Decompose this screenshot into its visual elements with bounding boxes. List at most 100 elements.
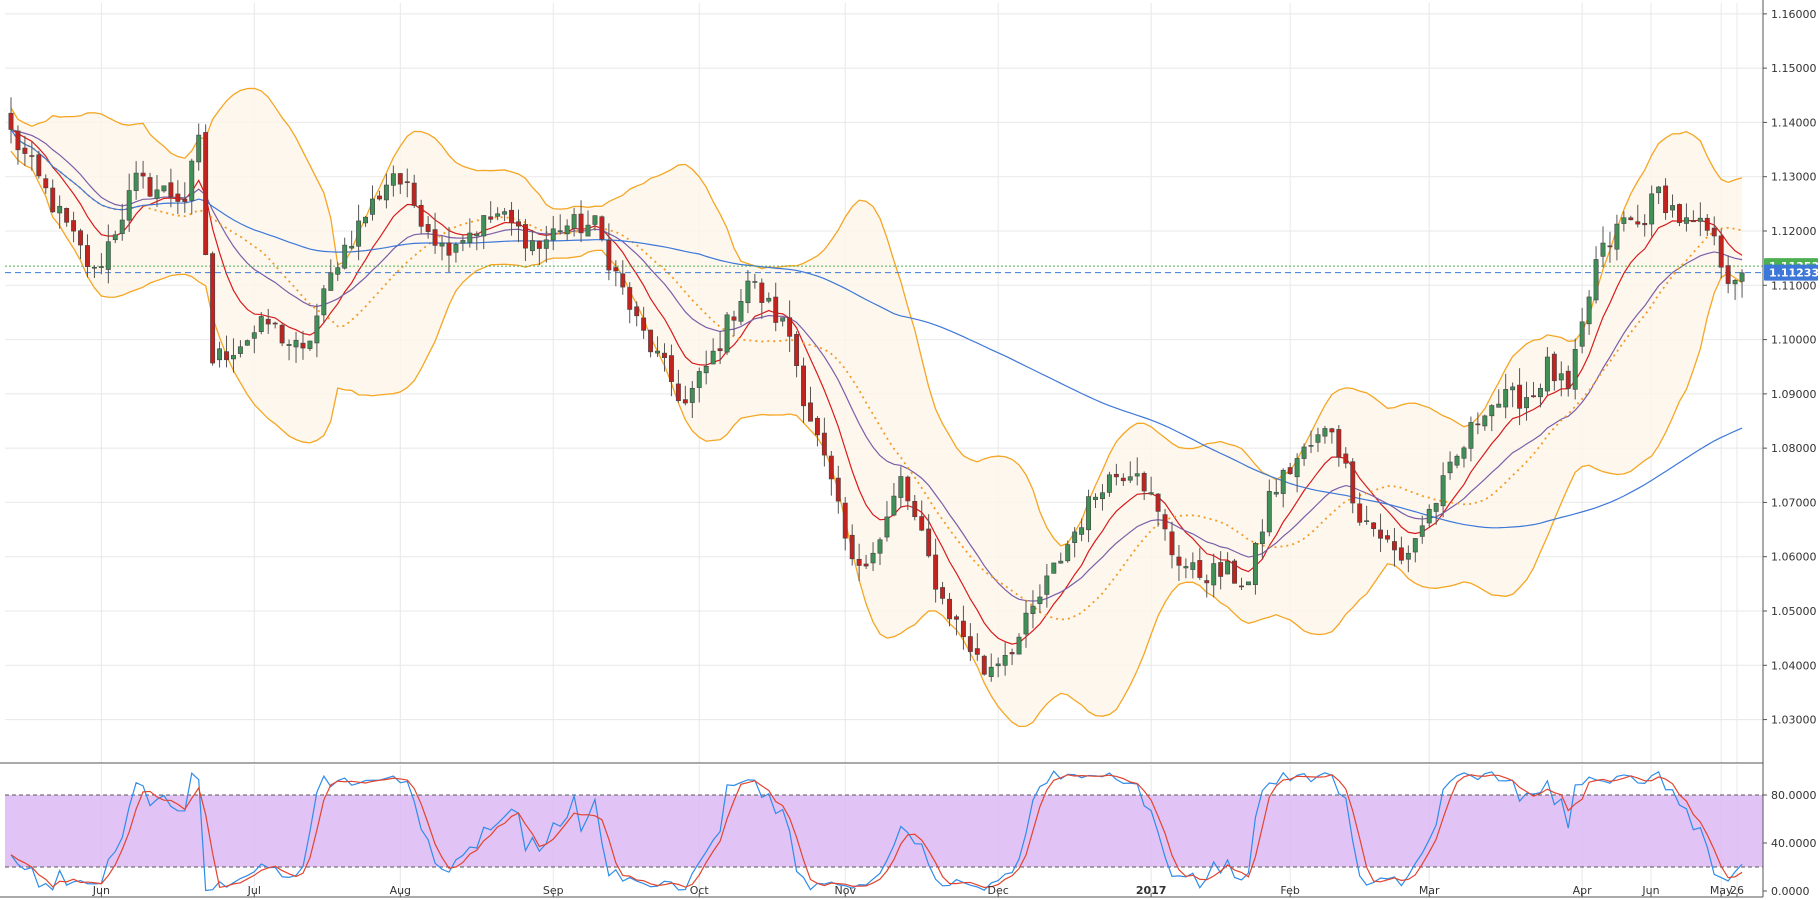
candle-body — [210, 253, 216, 364]
candle-body — [1697, 217, 1703, 222]
candle-body — [509, 209, 514, 224]
candle-body — [1475, 423, 1481, 426]
candle-body — [196, 134, 202, 163]
time-tick-label: Dec — [988, 884, 1009, 897]
candle-body — [731, 316, 737, 321]
candle-body — [814, 417, 820, 436]
candle-body — [98, 266, 104, 268]
candle-body — [1677, 204, 1682, 223]
candle-body — [432, 229, 438, 246]
candle-body — [849, 534, 855, 560]
price-tick-label: 1.10000 — [1771, 334, 1817, 347]
candle-body — [1093, 496, 1098, 500]
candle-body — [57, 205, 63, 214]
candle-body — [1704, 217, 1710, 231]
candle-body — [1294, 458, 1300, 478]
candle-body — [377, 195, 382, 200]
time-tick-label: Mar — [1419, 884, 1440, 897]
candle-body — [1176, 556, 1182, 566]
price-tick-label: 1.16000 — [1771, 8, 1817, 21]
moving-averages — [10, 128, 1743, 645]
candle-body — [1440, 475, 1446, 507]
candle-body — [1579, 321, 1585, 347]
ma-sma-100 — [10, 129, 1743, 529]
candle-body — [383, 184, 389, 201]
candle-body — [1454, 455, 1460, 466]
time-tick-label: Apr — [1573, 884, 1593, 897]
candle-body — [1468, 422, 1474, 449]
candle-body — [522, 224, 528, 249]
candle-body — [1586, 296, 1592, 325]
candle-body — [91, 266, 97, 269]
candle-body — [662, 352, 667, 359]
time-tick-label: Aug — [390, 884, 411, 897]
candle-body — [842, 502, 848, 539]
candle-body — [189, 160, 195, 201]
candle-body — [828, 455, 834, 480]
candle-body — [439, 242, 445, 247]
candle-body — [1113, 473, 1119, 478]
candle-body — [529, 240, 535, 252]
candle-body — [634, 306, 640, 317]
candle-body — [1183, 566, 1189, 569]
candle-body — [1148, 492, 1154, 495]
candle-body — [564, 225, 570, 235]
candle-body — [1482, 415, 1488, 427]
candle-body — [349, 246, 355, 249]
candle-body — [1065, 544, 1071, 562]
time-tick-label: Sep — [543, 884, 564, 897]
candle-body — [1051, 562, 1057, 574]
candle-body — [1378, 529, 1383, 539]
candle-body — [140, 172, 146, 177]
candle-body — [1690, 220, 1696, 223]
candle-body — [231, 355, 236, 360]
candle-body — [15, 130, 21, 151]
candle-body — [404, 181, 410, 183]
candle-body — [898, 476, 904, 498]
candle-body — [675, 383, 681, 401]
time-tick-label: Nov — [835, 884, 857, 897]
candle-body — [50, 187, 56, 213]
candle-body — [689, 387, 695, 403]
candle-body — [342, 244, 348, 269]
candle-body — [1308, 445, 1314, 447]
candle-body — [453, 244, 459, 253]
candle-body — [1670, 205, 1675, 211]
candle-body — [891, 495, 897, 516]
candle-body — [224, 351, 229, 361]
candle-body — [502, 211, 508, 215]
candle-body — [1398, 547, 1404, 561]
candle-body — [78, 230, 83, 246]
candlesticks[interactable] — [8, 97, 1745, 682]
price-axis: 1.03000 1.04000 1.05000 1.06000 1.07000 1.080… — [1763, 8, 1817, 727]
candle-body — [919, 516, 925, 531]
candle-body — [356, 220, 362, 247]
candle-body — [1190, 562, 1196, 570]
candle-body — [856, 558, 862, 566]
stochastic-tick-label: 40.0000 — [1771, 837, 1817, 850]
candle-body — [1037, 596, 1043, 604]
candle-body — [801, 365, 806, 407]
candle-body — [1447, 461, 1453, 474]
candle-body — [1649, 193, 1655, 225]
candle-body — [258, 316, 264, 332]
candle-body — [217, 348, 223, 361]
candle-body — [85, 245, 90, 267]
price-tag-1.11233 — [1764, 264, 1818, 281]
candle-body — [724, 314, 730, 353]
candle-body — [1155, 493, 1161, 512]
candle-body — [1079, 527, 1085, 535]
stochastic-k — [10, 770, 1743, 892]
candle-body — [1558, 373, 1564, 381]
candle-body — [752, 281, 758, 283]
candle-body — [682, 399, 688, 404]
price-tick-label: 1.13000 — [1771, 171, 1817, 184]
candle-body — [1016, 636, 1022, 655]
candle-body — [613, 267, 619, 272]
candle-body — [981, 655, 987, 675]
candle-body — [425, 224, 431, 232]
candle-body — [1683, 217, 1689, 224]
candle-body — [543, 239, 549, 249]
